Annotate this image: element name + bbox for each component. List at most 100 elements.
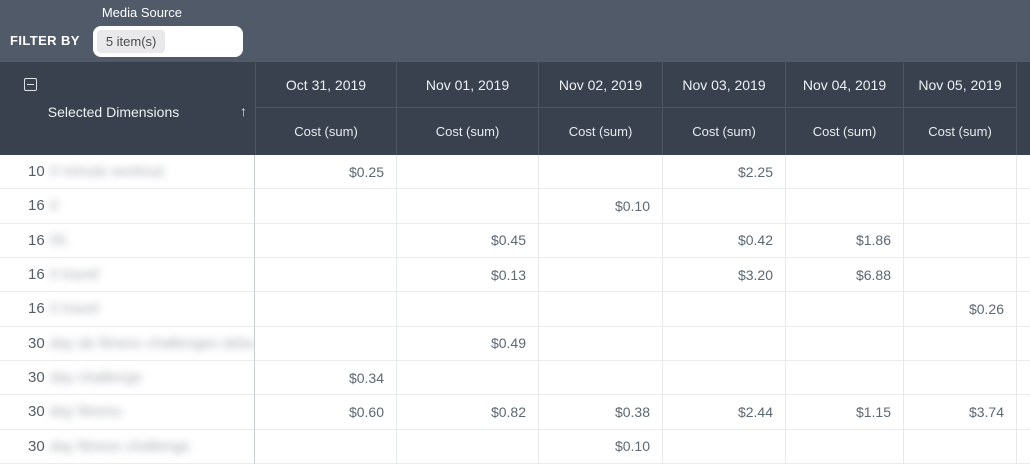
cost-value-cell: $0.42 [662,223,785,258]
column-header-date: Nov 04, 2019 [785,62,903,108]
row-dimension-label: 16 05 [0,223,255,258]
pivot-table: Selected Dimensions ↑ Oct 31, 2019 Cost (… [0,62,1030,464]
filter-bar: FILTER BY Media Source 5 item(s) [0,0,1030,62]
cost-value-cell [538,257,662,293]
column-header-date: Oct 31, 2019 [255,62,396,108]
cost-value-cell: $0.82 [396,395,538,430]
selected-items-tag: 5 item(s) [96,30,166,53]
cost-value-cell: $0.38 [538,395,662,430]
partial-column-cell [1016,292,1030,327]
dimension-prefix-text: 30 [28,334,45,352]
cost-value-cell [903,257,1016,293]
column-header-metric: Cost (sum) [785,108,903,155]
dimension-prefix-text: 16 [28,197,45,215]
row-dimension-label: 30 day fitness challenge [0,429,255,464]
filter-by-label: FILTER BY [10,33,80,48]
column-header-metric: Cost (sum) [903,108,1016,155]
partial-column-cell [1016,189,1030,224]
partial-column-cell [1016,395,1030,430]
cost-value-cell [903,223,1016,258]
row-dimension-label: 30 day challenge [0,360,255,396]
cost-value-cell [255,430,396,464]
cost-value-cell: $0.10 [538,429,662,464]
column-header-date: Nov 02, 2019 [538,62,662,108]
dimension-prefix-text: 16 [28,266,45,284]
partial-column-cell [1016,360,1030,396]
selected-dimensions-label: Selected Dimensions [47,104,180,120]
cost-value-cell: $0.34 [255,361,396,396]
dimension-prefix-text: 30 [28,369,45,387]
cost-value-cell [662,292,785,327]
cost-value-cell [255,292,396,327]
cost-value-cell [785,292,903,327]
media-source-select[interactable]: 5 item(s) [92,26,243,57]
cost-value-cell [538,155,662,190]
partial-column-cell [1016,429,1030,464]
dimension-redacted-text: day fitness [49,403,122,421]
cost-value-cell: $0.45 [396,223,538,258]
cost-value-cell [396,429,538,464]
sort-ascending-icon[interactable]: ↑ [240,103,247,119]
column-header-date: Nov 05, 2019 [903,62,1016,108]
dimension-prefix-text: 16 [28,231,45,249]
cost-value-cell [662,189,785,224]
cost-value-cell: $0.13 [396,257,538,293]
cost-value-cell: $2.25 [662,155,785,190]
cost-value-cell: $0.25 [255,155,396,190]
dimension-prefix-text: 10 [28,163,45,181]
cost-value-cell [538,292,662,327]
cost-value-cell [255,224,396,258]
dimension-redacted-text: 0 [49,197,59,215]
cost-value-cell: $0.26 [903,292,1016,327]
media-source-label: Media Source [101,5,183,20]
column-header-date: Nov 01, 2019 [396,62,538,108]
cost-value-cell [903,360,1016,396]
dimension-redacted-text: day challenge [49,369,143,387]
cost-value-cell: $0.10 [538,189,662,224]
cost-value-cell: $1.15 [785,395,903,430]
cost-value-cell [538,223,662,258]
row-dimension-label: 16 0 travel [0,292,255,327]
cost-value-cell: $2.44 [662,395,785,430]
partial-column-cell [1016,223,1030,258]
row-dimension-label: 30 day fitness [0,395,255,430]
collapse-rows-icon[interactable] [24,78,37,91]
cost-value-cell: $3.20 [662,257,785,293]
dimension-redacted-text: 0 travel [49,266,99,284]
dimension-prefix-text: 30 [28,403,45,421]
cost-value-cell [903,429,1016,464]
cost-value-cell: $0.49 [396,326,538,361]
cost-value-cell [396,292,538,327]
cost-value-cell [903,326,1016,361]
cost-value-cell [785,360,903,396]
partial-next-column-header [1016,62,1030,155]
dimension-prefix-text: 30 [28,437,45,455]
column-header-metric: Cost (sum) [396,108,538,155]
cost-value-cell [396,189,538,224]
partial-column-cell [1016,155,1030,190]
dimension-redacted-text: 05 [49,231,67,249]
row-dimension-label: 10 0 minute workout [0,155,255,190]
dimension-redacted-text: 0 travel [49,300,99,318]
cost-value-cell [396,155,538,190]
column-header-metric: Cost (sum) [255,108,396,155]
column-header-metric: Cost (sum) [662,108,785,155]
dimension-redacted-text: day fitness challenge [49,437,190,455]
row-dimension-label: 16 0 [0,189,255,224]
partial-column-cell [1016,257,1030,293]
cost-value-cell [785,326,903,361]
partial-column-cell [1016,326,1030,361]
cost-value-cell [255,189,396,224]
cost-value-cell [903,189,1016,224]
dimension-prefix-text: 16 [28,300,45,318]
cost-value-cell [785,189,903,224]
column-header-metric: Cost (sum) [538,108,662,155]
cost-value-cell: $6.88 [785,257,903,293]
media-source-filter: Media Source 5 item(s) [92,0,243,57]
cost-value-cell [538,326,662,361]
row-dimension-label: 16 0 travel [0,257,255,293]
cost-value-cell: $1.86 [785,223,903,258]
column-header-date: Nov 03, 2019 [662,62,785,108]
dimension-redacted-text: 0 minute workout [49,163,164,181]
selected-dimensions-header[interactable]: Selected Dimensions ↑ [0,62,255,155]
